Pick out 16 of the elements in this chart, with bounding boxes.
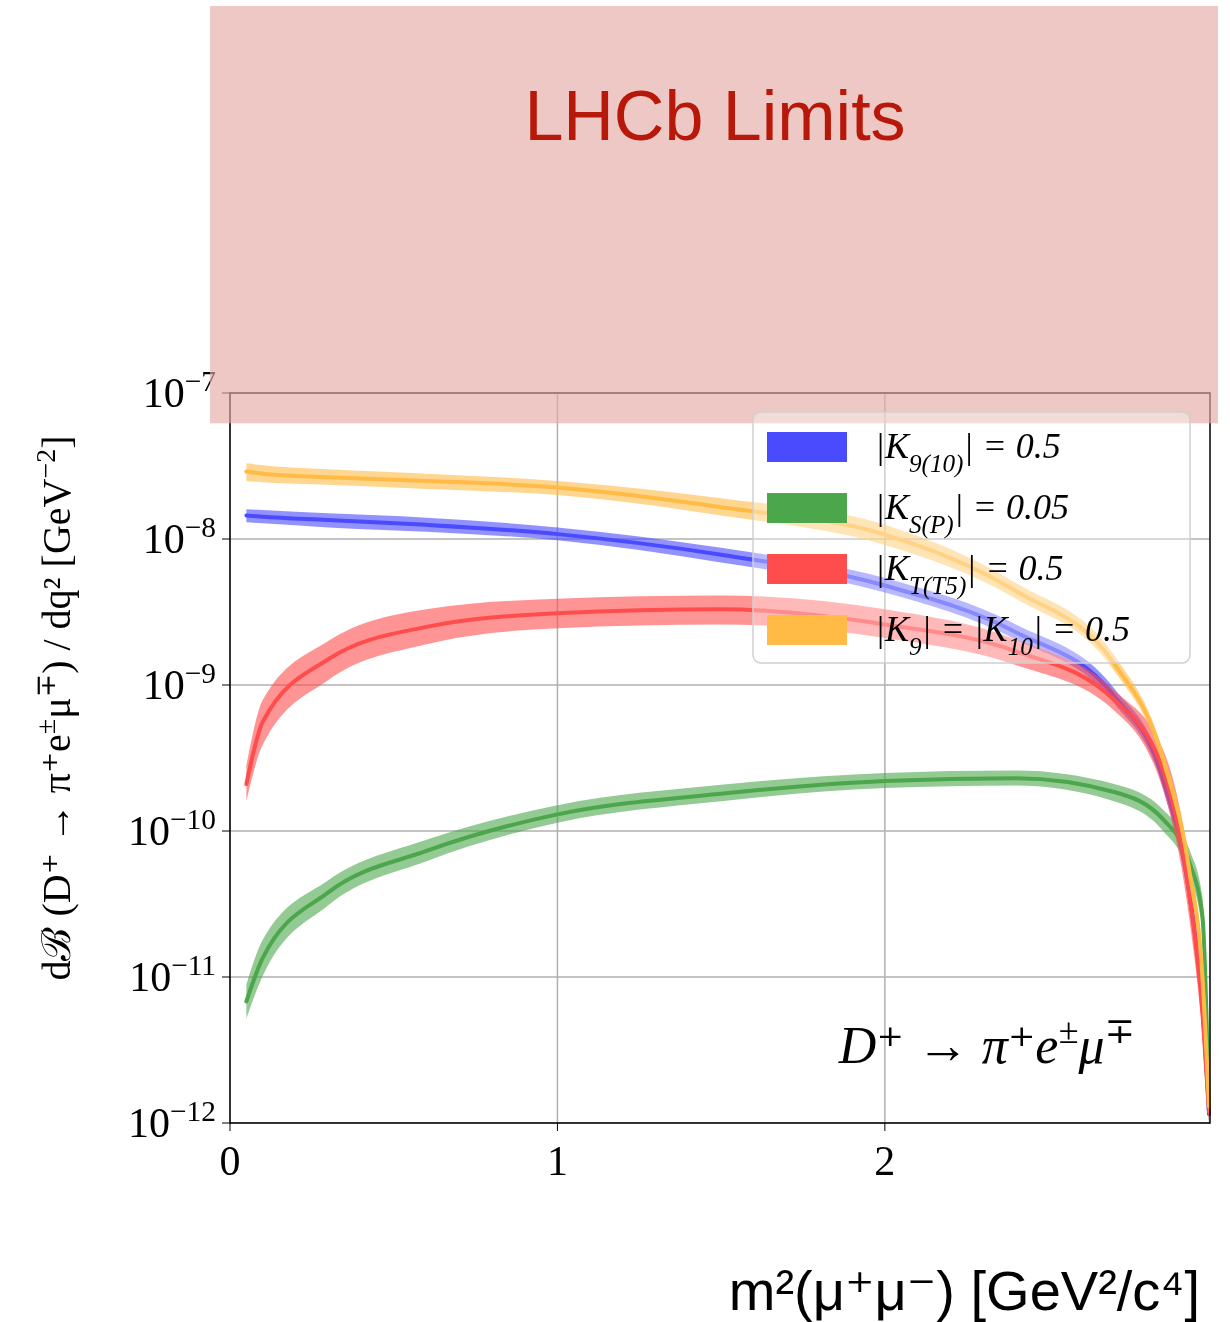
y-tick-label: 10$^{−7}$	[142, 365, 216, 416]
y-tick-label: 10$^{−12}$	[128, 1095, 216, 1146]
legend-label: |K$_{9}$| = |K$_{10}$| = 0.5	[875, 609, 1131, 660]
y-tick-label: 10$^{−11}$	[129, 949, 216, 1000]
y-tick-label: 10$^{−9}$	[142, 657, 216, 708]
y-tick-label: 10$^{−8}$	[142, 511, 216, 562]
y-tick-label: 10$^{−10}$	[128, 803, 216, 854]
legend-label: |K$_{S(P)}$| = 0.05	[875, 487, 1069, 539]
legend-label: |K$_{T(T5)}$| = 0.5	[875, 548, 1064, 600]
x-tick-label: 2	[874, 1138, 896, 1184]
band-label: LHCb Limits	[524, 76, 906, 155]
x-tick-label: 0	[219, 1138, 241, 1184]
x-axis-title: m²(μ⁺μ⁻) [GeV²/c⁴]	[728, 1259, 1200, 1322]
annotation: D⁺ → π⁺e$^{±}$μ$^{∓}$	[837, 1011, 1135, 1074]
x-tick-label: 1	[546, 1138, 568, 1184]
legend-label: |K$_{9(10)}$| = 0.5	[875, 426, 1061, 478]
